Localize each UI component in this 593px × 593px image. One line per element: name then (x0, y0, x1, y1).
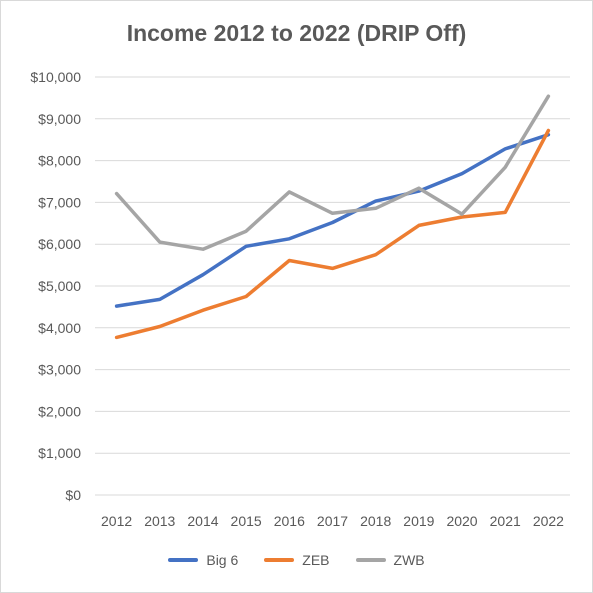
legend-swatch (168, 558, 199, 562)
y-tick-label: $5,000 (38, 278, 81, 294)
y-tick-label: $9,000 (38, 111, 81, 127)
y-tick-label: $10,000 (30, 69, 81, 85)
y-tick-label: $1,000 (38, 445, 81, 461)
series-lines (114, 94, 551, 340)
legend-item: ZEB (264, 552, 330, 568)
y-tick-label: $3,000 (38, 362, 81, 378)
x-tick-label: 2012 (101, 513, 132, 529)
legend-label: Big 6 (206, 552, 239, 568)
x-tick-label: 2016 (274, 513, 305, 529)
legend-swatch (355, 558, 386, 562)
x-tick-label: 2022 (533, 513, 564, 529)
legend-label: ZWB (393, 552, 425, 568)
legend-item: Big 6 (168, 552, 238, 568)
chart-title: Income 2012 to 2022 (DRIP Off) (126, 20, 467, 46)
legend-label: ZEB (302, 552, 330, 568)
series-line-zwb (114, 94, 551, 251)
x-tick-label: 2018 (360, 513, 391, 529)
y-tick-label: $4,000 (38, 320, 81, 336)
x-axis-ticks: 2012 2013 2014 2015 2016 2017 2018 2019 2020 2021… (101, 513, 564, 529)
gridlines (95, 76, 570, 496)
y-tick-label: $8,000 (38, 153, 81, 169)
x-tick-label: 2021 (490, 513, 521, 529)
legend: Big 6 ZEB ZWB (0, 552, 593, 568)
legend-item: ZWB (355, 552, 425, 568)
y-tick-label: $2,000 (38, 403, 81, 419)
y-axis-ticks: $0 $1,000 $2,000 $3,000 $4,000 $5,000 $6,000 $7… (30, 69, 81, 503)
x-tick-label: 2015 (231, 513, 262, 529)
x-tick-label: 2019 (403, 513, 434, 529)
legend-swatch (264, 558, 295, 562)
series-line-zeb (114, 128, 551, 340)
x-tick-label: 2017 (317, 513, 348, 529)
y-tick-label: $0 (65, 487, 81, 503)
series-line-big-6 (114, 132, 551, 308)
y-tick-label: $7,000 (38, 194, 81, 210)
x-tick-label: 2020 (446, 513, 477, 529)
x-tick-label: 2014 (187, 513, 218, 529)
y-tick-label: $6,000 (38, 236, 81, 252)
x-tick-label: 2013 (144, 513, 175, 529)
